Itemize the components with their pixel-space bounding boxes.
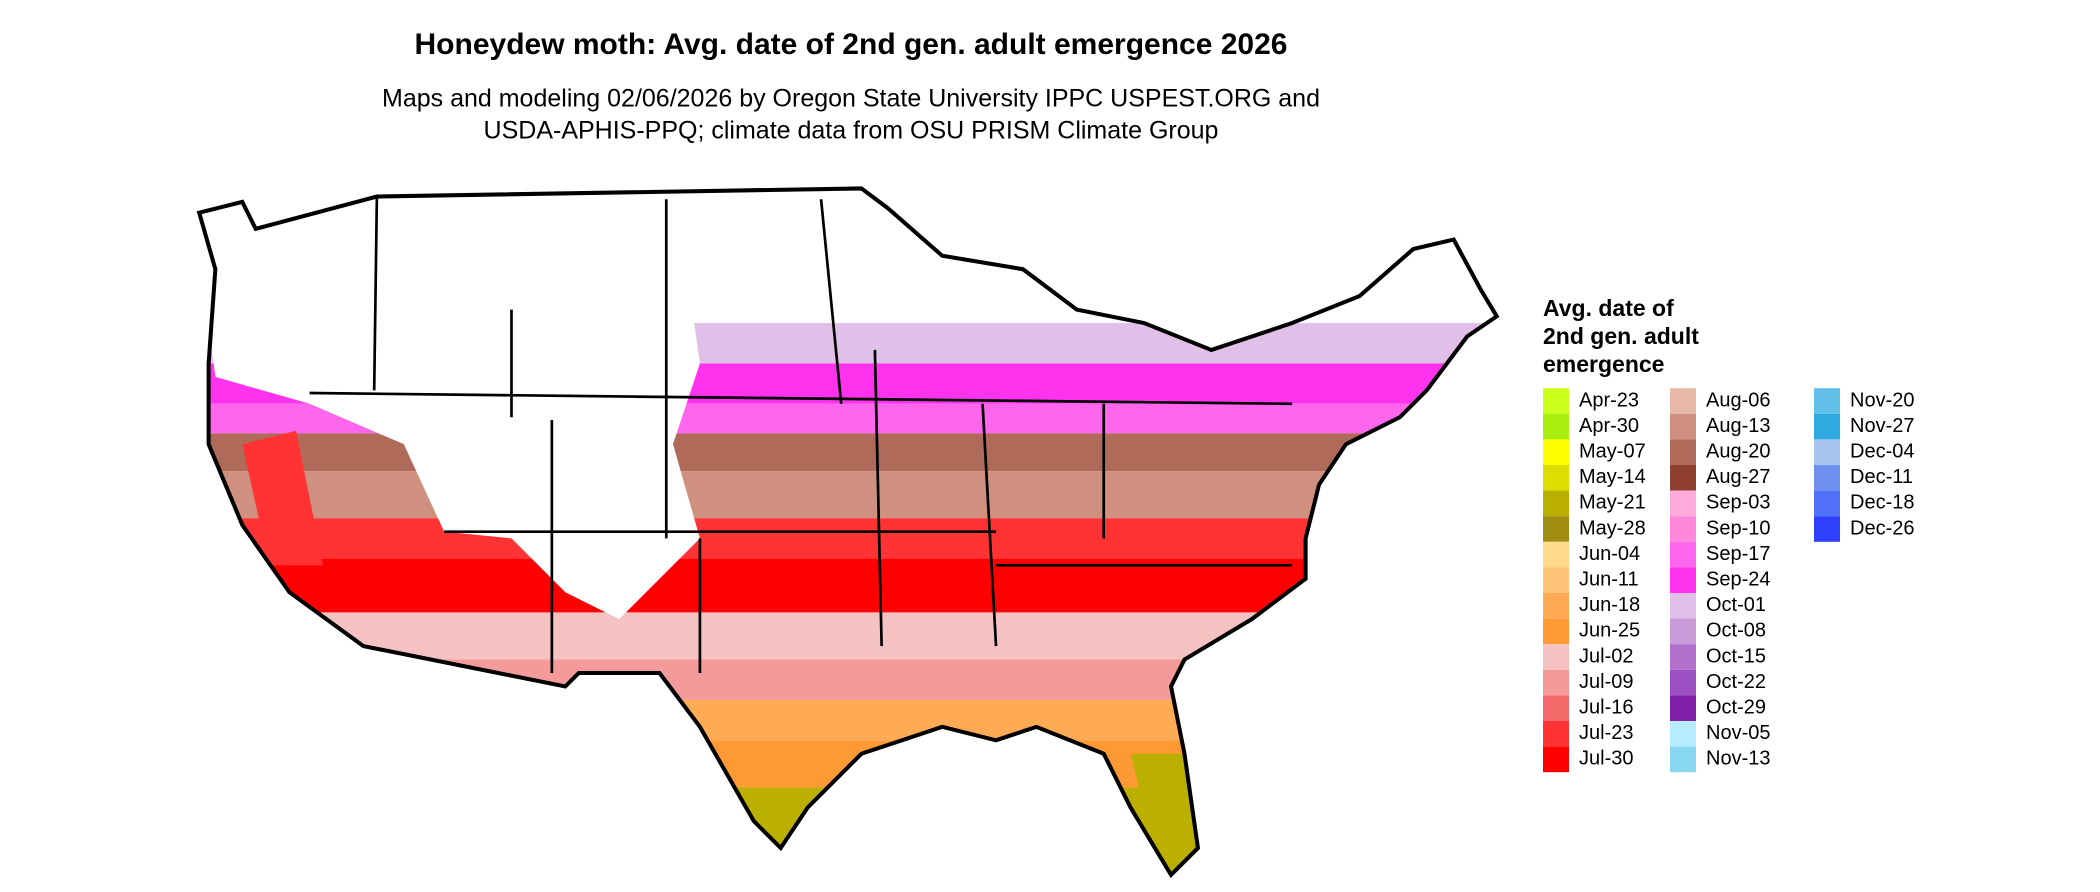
map-band [1130,753,1198,862]
subtitle: Maps and modeling 02/06/2026 by Oregon S… [382,85,1320,113]
map-band [199,787,1497,875]
legend-label: Apr-30 [1579,415,1639,437]
legend-label: Jul-09 [1579,671,1633,693]
map-band [199,471,1497,519]
legend-swatch [1543,490,1569,517]
legend-label: Nov-05 [1706,722,1770,744]
legend-label: Dec-11 [1850,466,1913,488]
legend-label: Oct-22 [1706,671,1766,693]
legend-label: Jun-04 [1579,543,1640,565]
legend-label: Sep-24 [1706,568,1771,590]
legend-swatch [1543,695,1569,721]
map-band [242,430,324,566]
legend-swatch [1670,746,1696,773]
subtitle: USDA-APHIS-PPQ; climate data from OSU PR… [484,117,1219,145]
legend-swatch [1543,746,1569,773]
legend-swatch [1543,439,1569,465]
legend-label: Dec-18 [1850,492,1914,514]
legend-swatch [1670,541,1696,568]
map-title: Honeydew moth: Avg. date of 2nd gen. adu… [415,28,1288,61]
map-band [199,518,1497,559]
legend-swatch [1543,465,1569,491]
legend-swatch [1814,413,1840,440]
map-band [199,740,1497,788]
legend-title: Avg. date of [1543,295,1674,321]
legend-swatch [1543,388,1569,414]
legend-label: May-21 [1579,492,1646,514]
map [188,175,1534,892]
unmodeled-area [199,188,700,620]
legend-label: May-28 [1579,517,1646,539]
legend-swatch [1814,439,1840,465]
legend-swatch [1670,465,1696,491]
legend-swatch [1543,516,1569,542]
legend-swatch [1670,413,1696,440]
legend-swatch [1543,669,1569,696]
legend-label: Oct-29 [1706,696,1766,718]
legend-label: Oct-01 [1706,594,1766,616]
legend-swatch [1814,388,1840,414]
legend-swatch [1543,618,1569,645]
legend-swatch [1543,541,1569,568]
legend-label: Aug-27 [1706,466,1771,488]
legend-swatch [1814,516,1840,542]
legend-swatch [1543,593,1569,619]
legend-swatch [1670,516,1696,542]
legend-label: Apr-23 [1579,389,1639,411]
legend-title: 2nd gen. adult [1543,323,1699,349]
map-fill [199,188,1497,875]
legend-swatch [1814,465,1840,491]
legend-swatch [1670,644,1696,670]
legend-swatch [1814,490,1840,517]
legend-label: Jun-25 [1579,620,1640,642]
legend-swatch [1670,490,1696,517]
state-line [309,196,1293,673]
legend-swatch [1670,721,1696,747]
legend-label: Nov-27 [1850,415,1914,437]
legend-swatch [1670,439,1696,465]
map-band [199,699,1497,741]
legend-label: Jun-11 [1579,568,1639,590]
legend-swatch [1543,644,1569,670]
legend-label: Oct-08 [1706,620,1766,642]
legend-label: Aug-20 [1706,440,1771,462]
legend-label: May-14 [1579,466,1646,488]
legend-swatch [1670,567,1696,593]
legend-label: Jul-02 [1579,645,1633,667]
legend-label: Aug-06 [1706,389,1771,411]
legend-label: Jul-16 [1579,696,1633,718]
legend-label: Sep-17 [1706,543,1771,565]
map-band [199,659,1497,700]
legend-swatch [1670,593,1696,619]
legend-label: Sep-10 [1706,517,1771,539]
legend-label: Nov-13 [1706,748,1770,770]
legend-title: emergence [1543,351,1664,377]
legend-swatch [1670,695,1696,721]
legend-label: Jun-18 [1579,594,1640,616]
legend-swatch [1543,721,1569,747]
legend-swatch [1543,413,1569,440]
legend-label: Aug-13 [1706,415,1771,437]
legend-label: Jul-23 [1579,722,1633,744]
legend-swatch [1543,567,1569,593]
legend-label: Nov-20 [1850,389,1914,411]
state-borders [309,196,1293,673]
legend-swatch [1670,388,1696,414]
legend-label: Oct-15 [1706,645,1766,667]
legend-swatch [1670,618,1696,645]
legend-label: Sep-03 [1706,492,1771,514]
legend-label: Dec-04 [1850,440,1914,462]
legend-label: May-07 [1579,440,1646,462]
legend-swatch [1670,669,1696,696]
map-band [199,558,1497,613]
legend-label: Jul-30 [1579,748,1633,770]
legend-label: Dec-26 [1850,517,1914,539]
